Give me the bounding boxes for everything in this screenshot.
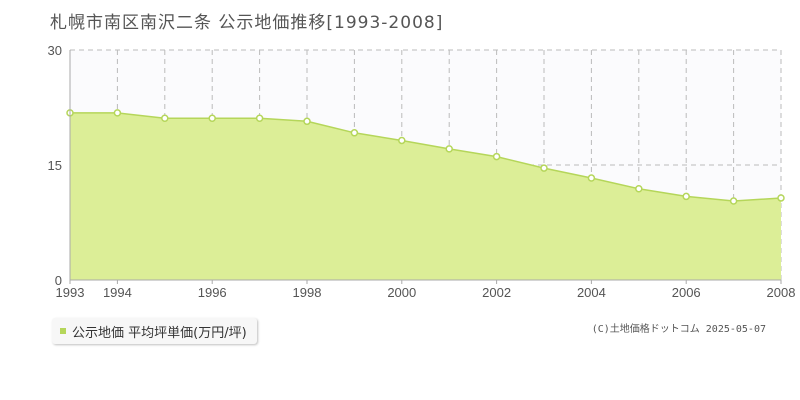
x-tick-label: 2006 xyxy=(672,285,701,300)
series-line xyxy=(70,112,782,202)
x-tick-labels: 1993 1994 1996 1998 2000 2002 2004 2006 2008 xyxy=(56,280,796,300)
data-point xyxy=(777,194,785,202)
chart-title: 札幌市南区南沢二条 公示地価推移[1993-2008] xyxy=(50,13,444,33)
x-tick-label: 1998 xyxy=(293,285,322,300)
data-point xyxy=(255,114,264,122)
legend-label: 公示地価 平均坪単価(万円/坪) xyxy=(72,325,247,341)
y-tick-labels: 0 15 30 xyxy=(48,43,62,288)
legend-marker xyxy=(60,328,66,334)
data-point xyxy=(492,152,501,161)
data-point xyxy=(729,197,738,205)
y-tick-label: 15 xyxy=(48,158,62,173)
y-tick-label: 30 xyxy=(48,43,62,58)
x-tick-label: 2002 xyxy=(482,285,511,300)
data-point xyxy=(635,185,643,193)
data-point xyxy=(682,192,690,201)
area-fill xyxy=(70,112,781,281)
x-tick-label: 2000 xyxy=(387,285,416,300)
data-point xyxy=(303,117,311,126)
data-point xyxy=(161,114,169,122)
data-point xyxy=(540,164,548,172)
x-tick-label: 1994 xyxy=(103,285,132,300)
y-tick-label: 0 xyxy=(55,273,62,288)
legend: 公示地価 平均坪単価(万円/坪) xyxy=(52,318,257,344)
copyright-credit: (C)土地価格ドットコム 2025-05-07 xyxy=(591,324,766,335)
data-point xyxy=(587,174,596,182)
x-tick-label: 2008 xyxy=(767,285,796,300)
data-point xyxy=(398,136,406,145)
data-markers xyxy=(66,109,785,205)
x-tick-label: 1996 xyxy=(198,285,227,300)
x-tick-label: 1993 xyxy=(56,285,85,300)
data-point xyxy=(445,145,453,153)
x-tick-label: 2004 xyxy=(577,285,606,300)
data-point xyxy=(208,114,216,122)
data-point xyxy=(113,109,122,117)
data-point xyxy=(350,129,359,137)
